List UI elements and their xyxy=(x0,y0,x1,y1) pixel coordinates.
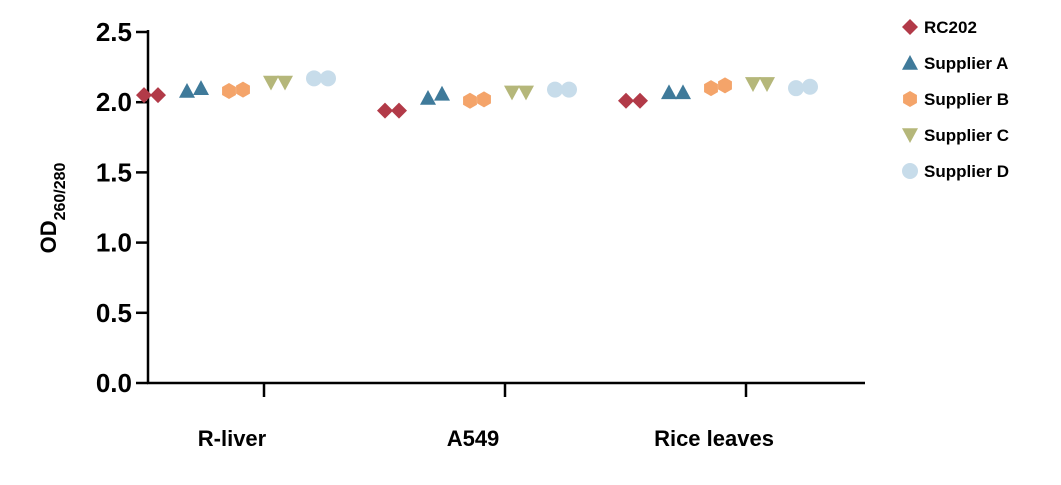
y-axis: 0.0 0.5 1.0 1.5 2.0 2.5 xyxy=(96,17,150,398)
legend-marker-supplier-d xyxy=(902,163,918,179)
legend-label: RC202 xyxy=(924,18,977,37)
y-axis-title-subscript: 260/280 xyxy=(52,162,69,220)
data-point-supplier-b xyxy=(718,77,732,94)
data-point-rc202 xyxy=(150,87,166,104)
legend-marker-supplier-b xyxy=(903,91,917,107)
y-tick-label: 1.0 xyxy=(96,228,132,258)
data-point-supplier-a xyxy=(661,84,677,100)
y-tick-label: 2.5 xyxy=(96,17,132,47)
y-tick-label: 0.5 xyxy=(96,298,132,328)
data-point-supplier-a xyxy=(420,89,436,105)
x-category-label: R-liver xyxy=(198,426,267,451)
legend-label: Supplier A xyxy=(924,54,1008,73)
data-point-rc202 xyxy=(632,92,648,109)
data-point-supplier-b xyxy=(704,80,718,97)
x-category-label: Rice leaves xyxy=(654,426,774,451)
y-tick-label: 2.0 xyxy=(96,87,132,117)
data-point-supplier-a xyxy=(193,80,209,95)
data-point-supplier-a xyxy=(434,85,450,101)
data-point-supplier-d xyxy=(561,81,577,98)
data-point-supplier-c xyxy=(263,75,279,91)
data-point-rc202 xyxy=(391,102,407,119)
data-point-supplier-c xyxy=(277,75,293,91)
data-point-supplier-c xyxy=(745,77,761,92)
y-axis-title-main: OD xyxy=(36,220,61,253)
data-point-supplier-c xyxy=(504,85,520,101)
data-point-supplier-b xyxy=(477,91,491,108)
y-tick-label: 1.5 xyxy=(96,157,132,187)
data-point-rc202 xyxy=(377,102,393,119)
legend-label: Supplier B xyxy=(924,90,1009,109)
legend: RC202 Supplier A Supplier B Supplier C Suppl… xyxy=(902,18,1009,181)
data-point-supplier-d xyxy=(320,70,336,87)
y-axis-title: OD260/280 xyxy=(36,162,69,253)
data-point-supplier-b xyxy=(236,81,250,98)
data-points xyxy=(136,70,818,119)
legend-label: Supplier C xyxy=(924,126,1009,145)
data-point-supplier-a xyxy=(179,82,195,98)
x-category-label: A549 xyxy=(447,426,500,451)
legend-marker-supplier-c xyxy=(902,128,918,143)
data-point-supplier-d xyxy=(802,78,818,95)
y-tick-label: 0.0 xyxy=(96,368,132,398)
data-point-supplier-d xyxy=(547,81,563,98)
data-point-supplier-a xyxy=(675,84,691,100)
data-point-supplier-d xyxy=(306,70,322,87)
data-point-supplier-b xyxy=(463,92,477,109)
data-point-supplier-c xyxy=(518,85,534,101)
legend-marker-rc202 xyxy=(902,19,918,35)
legend-label: Supplier D xyxy=(924,162,1009,181)
data-point-rc202 xyxy=(618,92,634,109)
legend-marker-supplier-a xyxy=(902,55,918,70)
data-point-supplier-c xyxy=(759,77,775,92)
data-point-supplier-d xyxy=(788,80,804,97)
data-point-rc202 xyxy=(136,87,152,104)
x-axis: R-liver A549 Rice leaves xyxy=(147,381,865,451)
data-point-supplier-b xyxy=(222,82,236,99)
